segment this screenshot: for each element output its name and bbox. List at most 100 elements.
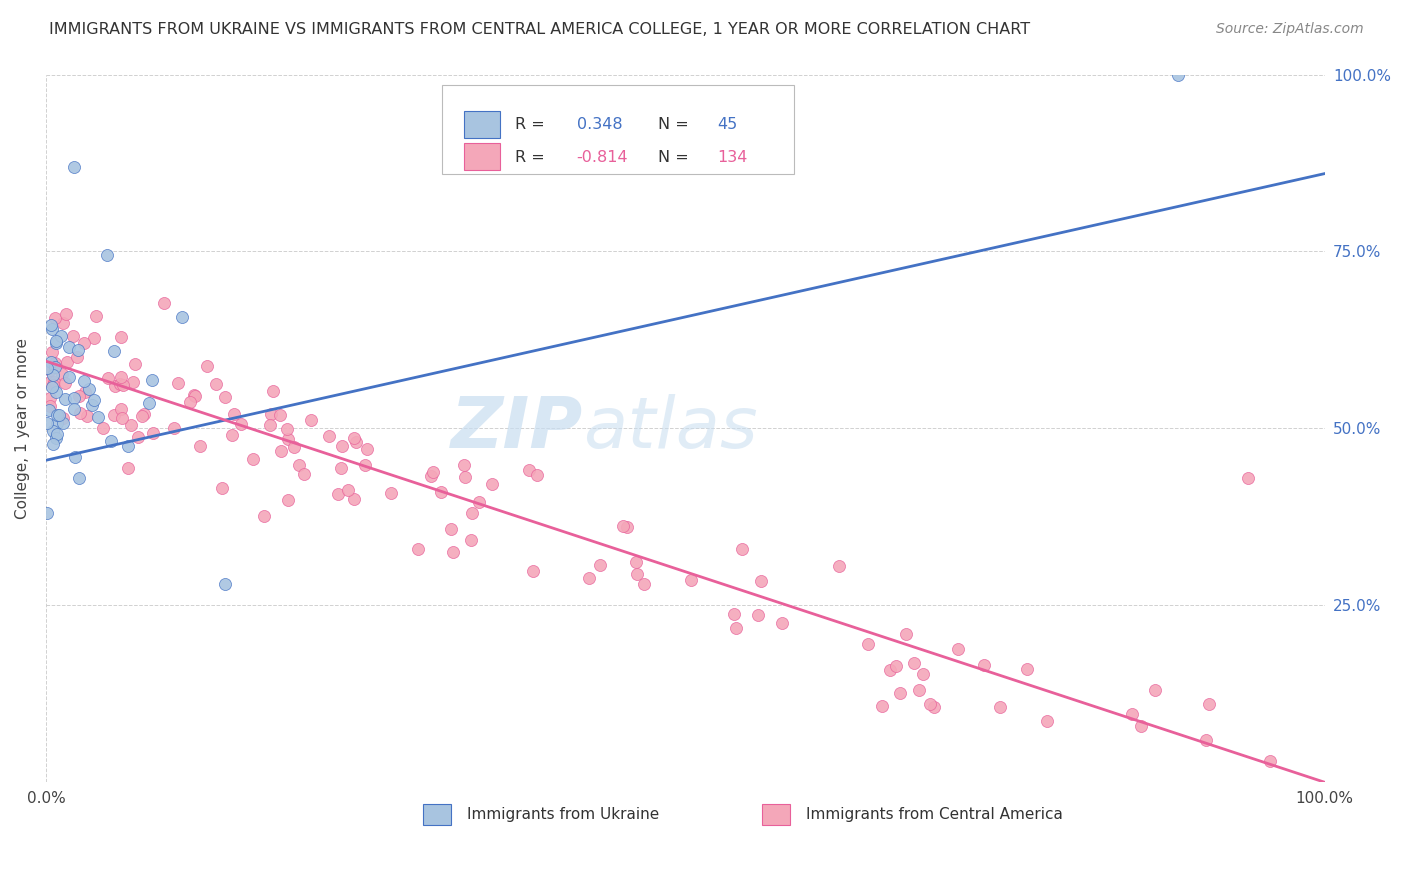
Point	[747, 608, 769, 623]
Point	[884, 659, 907, 673]
Point	[441, 545, 464, 559]
Point	[330, 439, 353, 453]
Point	[231, 417, 253, 432]
Point	[45, 431, 67, 445]
Point	[336, 483, 359, 498]
Point	[1036, 714, 1059, 729]
Text: Immigrants from Central America: Immigrants from Central America	[806, 806, 1063, 822]
Point	[58, 340, 80, 354]
Point	[170, 310, 193, 324]
Point	[183, 389, 205, 403]
Point	[46, 416, 69, 430]
Point	[45, 426, 67, 441]
Point	[83, 393, 105, 408]
Point	[63, 160, 86, 174]
Point	[211, 481, 233, 495]
FancyBboxPatch shape	[443, 85, 794, 174]
Point	[723, 607, 745, 622]
Point	[1167, 68, 1189, 82]
Point	[38, 363, 60, 377]
Point	[138, 395, 160, 409]
Point	[276, 423, 298, 437]
Point	[468, 495, 491, 509]
Point	[91, 421, 114, 435]
Point	[76, 409, 98, 423]
Point	[41, 424, 63, 438]
Point	[277, 492, 299, 507]
Point	[589, 558, 612, 572]
Point	[163, 421, 186, 435]
Point	[97, 370, 120, 384]
Point	[356, 442, 378, 456]
Text: Immigrants from Ukraine: Immigrants from Ukraine	[467, 806, 659, 822]
Point	[292, 467, 315, 482]
Point	[889, 686, 911, 700]
Point	[41, 322, 63, 336]
Point	[242, 452, 264, 467]
Text: N =: N =	[658, 150, 695, 165]
Point	[214, 577, 236, 591]
Point	[103, 408, 125, 422]
Point	[269, 408, 291, 422]
Point	[183, 388, 205, 402]
Point	[42, 437, 65, 451]
Point	[45, 385, 67, 400]
Point	[330, 460, 353, 475]
Point	[124, 357, 146, 371]
Point	[41, 345, 63, 359]
Point	[259, 417, 281, 432]
Text: IMMIGRANTS FROM UKRAINE VS IMMIGRANTS FROM CENTRAL AMERICA COLLEGE, 1 YEAR OR MO: IMMIGRANTS FROM UKRAINE VS IMMIGRANTS FR…	[49, 22, 1031, 37]
Point	[56, 355, 79, 369]
Point	[626, 566, 648, 581]
Point	[87, 409, 110, 424]
Text: atlas: atlas	[583, 394, 758, 463]
Point	[52, 416, 75, 430]
Point	[262, 384, 284, 398]
Point	[58, 370, 80, 384]
Bar	[464, 111, 501, 137]
Point	[117, 439, 139, 453]
Point	[195, 359, 218, 374]
Point	[633, 577, 655, 591]
Point	[221, 428, 243, 442]
Point	[39, 318, 62, 332]
Point	[111, 411, 134, 425]
Point	[100, 434, 122, 449]
Point	[973, 658, 995, 673]
Point	[65, 450, 87, 465]
Point	[41, 380, 63, 394]
Point	[526, 467, 548, 482]
Point	[343, 491, 366, 506]
Point	[1198, 697, 1220, 711]
Text: R =: R =	[515, 150, 550, 165]
Text: 134: 134	[717, 150, 748, 165]
Point	[222, 407, 245, 421]
Point	[110, 330, 132, 344]
Point	[96, 248, 118, 262]
Bar	[423, 804, 451, 825]
Point	[1130, 718, 1153, 732]
Point	[141, 373, 163, 387]
Point	[44, 356, 66, 370]
Point	[131, 409, 153, 423]
Point	[55, 307, 77, 321]
Point	[912, 667, 935, 681]
Point	[749, 574, 772, 588]
Point	[72, 335, 94, 350]
Point	[731, 541, 754, 556]
Point	[51, 368, 73, 382]
Point	[420, 469, 443, 483]
Point	[108, 377, 131, 392]
Point	[83, 330, 105, 344]
Point	[343, 431, 366, 445]
Point	[624, 555, 647, 569]
Point	[205, 376, 228, 391]
Text: 45: 45	[717, 117, 738, 132]
Point	[406, 541, 429, 556]
Point	[52, 316, 75, 330]
Point	[179, 395, 201, 409]
Point	[42, 376, 65, 390]
Point	[453, 458, 475, 472]
Bar	[762, 804, 790, 825]
Point	[1144, 683, 1167, 698]
